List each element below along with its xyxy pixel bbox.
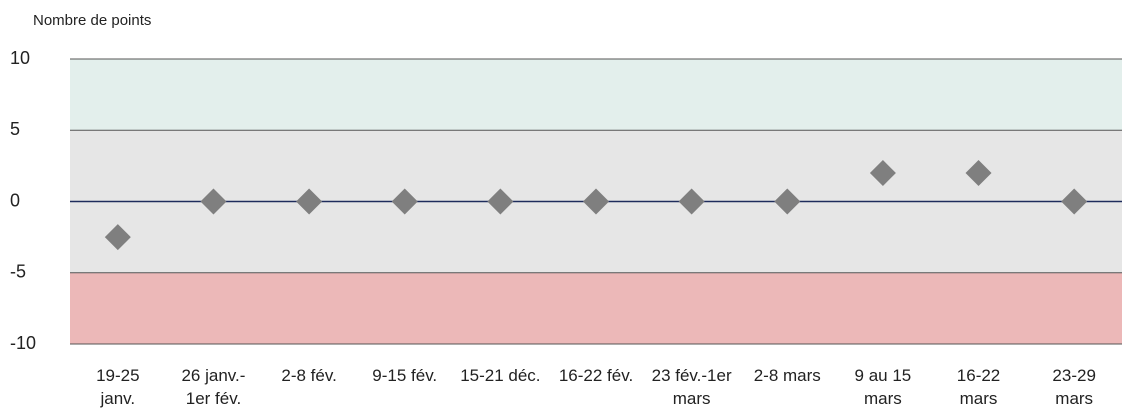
diamond-marker [583,188,609,215]
y-tick-label: 0 [10,190,20,210]
x-tick-label: 23 fév.-1er mars [651,366,732,408]
diamond-marker [774,188,801,215]
y-tick-label: 5 [10,119,20,139]
y-tick-label: -5 [10,262,26,282]
x-tick-label: 16-22 fév. [558,366,634,385]
diamond-marker [487,188,514,215]
x-tick-label: 2-8 fév. [281,366,337,385]
x-tick-label: 9-15 fév. [372,366,438,385]
diamond-marker [104,224,131,251]
diamond-marker [391,188,418,215]
y-tick-label: -10 [10,333,36,353]
x-tick-label: 26 janv.- 1er fév. [181,366,246,408]
diamond-marker [1061,188,1088,215]
x-tick-label: 15-21 déc. [460,366,541,385]
x-tick-label: 19-25 janv. [96,366,140,408]
band [70,272,1122,344]
diamond-marker [678,188,705,215]
diamond-marker [200,188,227,215]
band [70,59,1122,131]
diamond-marker [965,160,992,186]
diamond-marker [296,188,323,215]
y-axis-label: Nombre de points [33,12,151,29]
x-tick-label: 2-8 mars [753,366,821,385]
x-tick-label: 9 au 15 mars [854,366,912,408]
y-tick-label: 10 [10,48,30,68]
x-tick-label: 16-22 mars [956,366,1001,408]
x-tick-label: 23-29 mars [1052,366,1096,408]
diamond-marker [869,160,896,186]
